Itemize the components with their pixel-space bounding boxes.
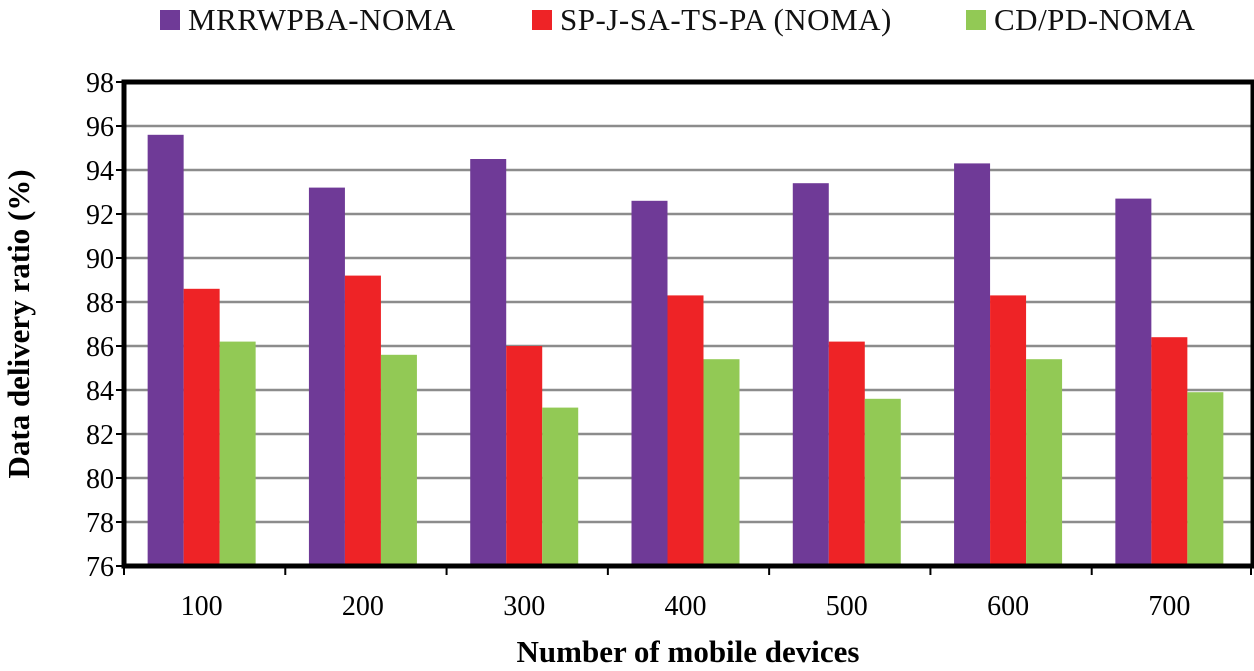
x-tick-label: 700 — [1148, 591, 1190, 622]
bar-mrrwpba-noma-700 — [1115, 198, 1152, 566]
bar-cd-pd-noma-700 — [1187, 392, 1224, 566]
bar-mrrwpba-noma-200 — [308, 187, 345, 566]
y-tick-label: 84 — [86, 376, 114, 407]
bar-sp-j-sa-ts-pa-noma-600 — [990, 295, 1027, 566]
x-tick-label: 100 — [181, 591, 223, 622]
y-tick-label: 82 — [86, 420, 114, 451]
bar-cd-pd-noma-400 — [703, 359, 740, 566]
x-tick-label: 500 — [826, 591, 868, 622]
y-tick-label: 76 — [86, 552, 114, 583]
x-axis-tick-labels: 100 200 300 400 500 600 700 — [181, 591, 1191, 622]
legend-swatch-cd-pd — [966, 10, 986, 30]
legend-label-mrrwpba: MRRWPBA-NOMA — [188, 2, 456, 37]
bar-sp-j-sa-ts-pa-noma-400 — [667, 295, 704, 566]
y-tick-label: 78 — [86, 508, 114, 539]
y-axis-title: Data delivery ratio (%) — [1, 169, 36, 478]
bar-cd-pd-noma-100 — [219, 341, 256, 566]
bar-cd-pd-noma-300 — [542, 407, 579, 566]
y-tick-label: 94 — [86, 156, 114, 187]
y-axis-tick-labels: 76 78 80 82 84 86 88 90 92 94 96 98 — [86, 68, 114, 583]
y-tick-label: 98 — [86, 68, 114, 99]
x-axis-title: Number of mobile devices — [517, 634, 860, 669]
bar-cd-pd-noma-500 — [864, 398, 901, 566]
y-tick-label: 92 — [86, 200, 114, 231]
legend-swatch-sp-j-sa-ts-pa — [532, 10, 552, 30]
legend-label-sp-j-sa-ts-pa: SP-J-SA-TS-PA (NOMA) — [560, 2, 892, 37]
y-tick-label: 86 — [86, 332, 114, 363]
x-tick-label: 600 — [987, 591, 1029, 622]
bar-cd-pd-noma-200 — [380, 354, 417, 566]
legend-label-cd-pd: CD/PD-NOMA — [994, 2, 1196, 37]
bar-sp-j-sa-ts-pa-noma-300 — [506, 346, 543, 566]
legend-swatch-mrrwpba — [160, 10, 180, 30]
y-tick-label: 96 — [86, 112, 114, 143]
x-tick-label: 300 — [503, 591, 545, 622]
bar-mrrwpba-noma-300 — [470, 159, 507, 566]
bars — [147, 134, 1224, 567]
legend-item-sp-j-sa-ts-pa: SP-J-SA-TS-PA (NOMA) — [532, 2, 892, 38]
bar-sp-j-sa-ts-pa-noma-700 — [1151, 337, 1188, 566]
bar-cd-pd-noma-600 — [1026, 359, 1063, 566]
bar-mrrwpba-noma-400 — [631, 200, 668, 567]
plot-frame — [121, 79, 1254, 569]
bar-mrrwpba-noma-100 — [147, 134, 184, 567]
legend-item-mrrwpba: MRRWPBA-NOMA — [160, 2, 456, 38]
chart-legend: MRRWPBA-NOMA SP-J-SA-TS-PA (NOMA) CD/PD-… — [0, 2, 1254, 38]
bar-mrrwpba-noma-600 — [954, 163, 991, 566]
bar-mrrwpba-noma-500 — [792, 183, 829, 566]
bar-sp-j-sa-ts-pa-noma-200 — [344, 275, 381, 566]
axis-ticks — [116, 81, 1252, 575]
bar-sp-j-sa-ts-pa-noma-500 — [828, 341, 865, 566]
y-tick-label: 88 — [86, 288, 114, 319]
x-tick-label: 400 — [665, 591, 707, 622]
y-tick-label: 90 — [86, 244, 114, 275]
x-tick-label: 200 — [342, 591, 384, 622]
y-tick-label: 80 — [86, 464, 114, 495]
legend-item-cd-pd: CD/PD-NOMA — [966, 2, 1195, 38]
bar-sp-j-sa-ts-pa-noma-100 — [183, 288, 220, 566]
